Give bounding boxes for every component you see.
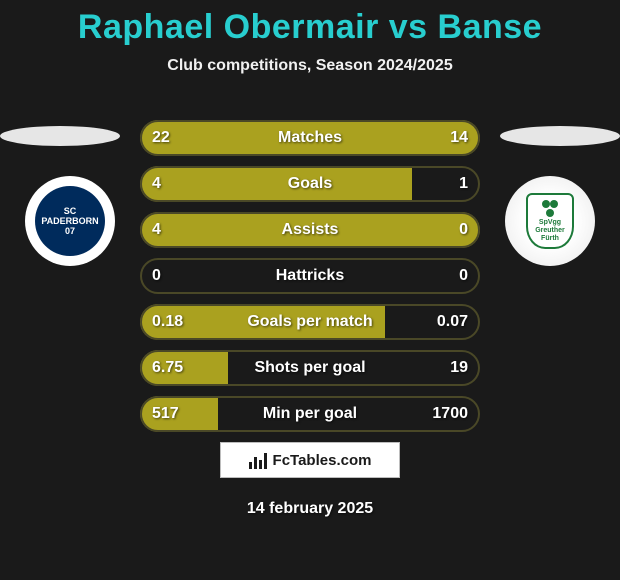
bar-value-right: 1	[459, 166, 468, 202]
footer-date: 14 february 2025	[0, 500, 620, 518]
bar-value-right: 19	[450, 350, 468, 386]
club-right-text-bottom: Fürth	[541, 235, 559, 243]
bar-value-left: 22	[152, 120, 170, 156]
bar-value-right: 14	[450, 120, 468, 156]
page-subtitle: Club competitions, Season 2024/2025	[0, 57, 620, 75]
bar-label: Min per goal	[140, 396, 480, 432]
bar-value-left: 6.75	[152, 350, 183, 386]
club-right-text-top: SpVgg	[539, 219, 561, 227]
bar-label: Matches	[140, 120, 480, 156]
brand-text: FcTables.com	[273, 452, 372, 469]
stat-row: Min per goal517 1700	[140, 396, 480, 432]
fctables-icon	[249, 451, 267, 469]
club-logo-left: SC PADERBORN 07	[25, 176, 115, 266]
bar-value-left: 0	[152, 258, 161, 294]
club-right-shield: SpVgg Greuther Fürth	[526, 193, 574, 249]
club-left-text-top: SC	[64, 206, 77, 216]
bar-label: Hattricks	[140, 258, 480, 294]
stat-row: Assists4 0	[140, 212, 480, 248]
clover-icon	[541, 199, 559, 217]
club-logo-right: SpVgg Greuther Fürth	[505, 176, 595, 266]
bar-label: Goals per match	[140, 304, 480, 340]
stat-row: Hattricks0 0	[140, 258, 480, 294]
bar-label: Goals	[140, 166, 480, 202]
bar-value-right: 0	[459, 258, 468, 294]
page-title: Raphael Obermair vs Banse	[0, 0, 620, 47]
brand-box: FcTables.com	[220, 442, 400, 478]
bar-value-right: 0	[459, 212, 468, 248]
club-left-text-mid: PADERBORN	[41, 216, 98, 226]
shadow-ellipse-right	[500, 126, 620, 146]
bar-value-left: 517	[152, 396, 179, 432]
shadow-ellipse-left	[0, 126, 120, 146]
stat-row: Goals4 1	[140, 166, 480, 202]
bar-value-left: 4	[152, 166, 161, 202]
bar-value-right: 1700	[432, 396, 468, 432]
club-logo-left-inner: SC PADERBORN 07	[35, 186, 105, 256]
stat-row: Goals per match0.18 0.07	[140, 304, 480, 340]
stats-bars: Matches2214Goals41Assists40Hattricks00Go…	[140, 120, 480, 442]
bar-label: Shots per goal	[140, 350, 480, 386]
bar-value-left: 4	[152, 212, 161, 248]
club-right-text-mid: Greuther	[535, 227, 565, 235]
club-left-text-bottom: 07	[65, 226, 75, 236]
bar-value-left: 0.18	[152, 304, 183, 340]
stat-row: Shots per goal6.75 19	[140, 350, 480, 386]
stat-row: Matches22 14	[140, 120, 480, 156]
bar-label: Assists	[140, 212, 480, 248]
bar-value-right: 0.07	[437, 304, 468, 340]
